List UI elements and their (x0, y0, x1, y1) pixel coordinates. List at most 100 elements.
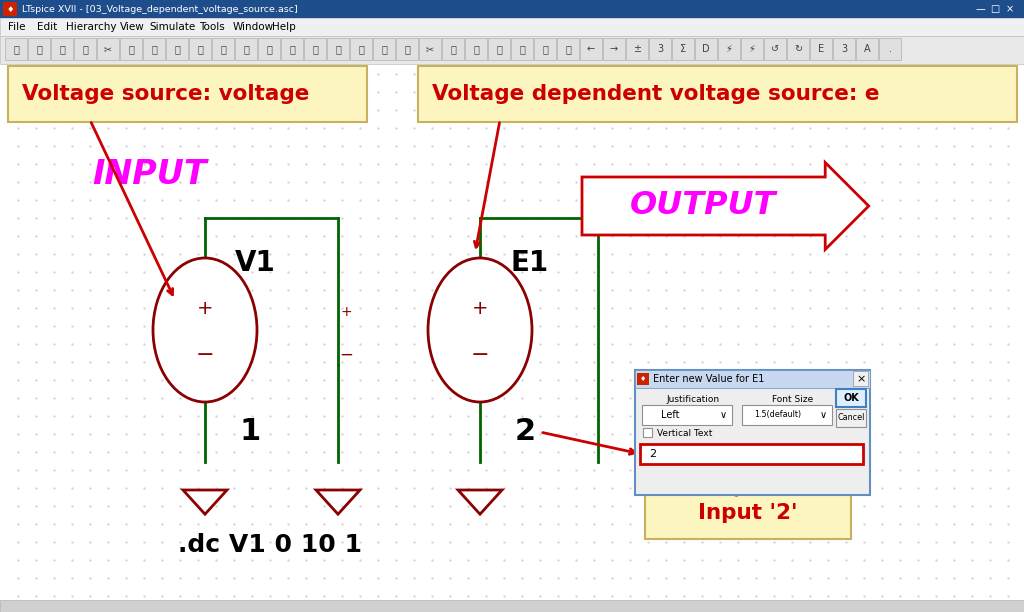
FancyBboxPatch shape (695, 38, 717, 60)
FancyBboxPatch shape (396, 38, 418, 60)
Text: 2: 2 (514, 417, 536, 447)
FancyBboxPatch shape (212, 38, 234, 60)
Text: □: □ (990, 4, 999, 14)
Text: +: + (197, 299, 213, 318)
Text: ♦: ♦ (640, 376, 646, 382)
Text: Edit: Edit (37, 22, 57, 32)
FancyBboxPatch shape (418, 66, 1017, 122)
Text: ⬜: ⬜ (289, 44, 295, 54)
Text: Justification: Justification (667, 395, 720, 405)
Text: File: File (8, 22, 26, 32)
FancyBboxPatch shape (442, 38, 464, 60)
Text: Hierarchy: Hierarchy (66, 22, 116, 32)
Text: Cancel: Cancel (838, 414, 864, 422)
Text: V1: V1 (234, 249, 275, 277)
FancyBboxPatch shape (635, 370, 870, 388)
Text: 🔍: 🔍 (174, 44, 180, 54)
Text: Enter new Value for E1: Enter new Value for E1 (653, 374, 764, 384)
FancyBboxPatch shape (649, 38, 671, 60)
FancyBboxPatch shape (787, 38, 809, 60)
Text: Help: Help (272, 22, 296, 32)
FancyBboxPatch shape (0, 18, 1024, 36)
Text: ∨: ∨ (819, 410, 826, 420)
FancyBboxPatch shape (637, 373, 649, 385)
Text: ±: ± (633, 44, 641, 54)
Text: ↺: ↺ (771, 44, 779, 54)
Text: —: — (975, 4, 985, 14)
Text: ⬜: ⬜ (312, 44, 317, 54)
FancyBboxPatch shape (304, 38, 326, 60)
Text: Voltage source: voltage: Voltage source: voltage (22, 84, 309, 104)
FancyBboxPatch shape (166, 38, 188, 60)
Text: +: + (340, 305, 352, 319)
Text: −: − (196, 345, 214, 365)
Text: 🖐: 🖐 (128, 44, 134, 54)
Ellipse shape (153, 258, 257, 402)
Text: ×: × (1006, 4, 1014, 14)
FancyBboxPatch shape (853, 371, 868, 386)
FancyBboxPatch shape (28, 38, 50, 60)
Text: 3: 3 (657, 44, 664, 54)
Text: Input '2': Input '2' (698, 503, 798, 523)
FancyBboxPatch shape (419, 38, 441, 60)
Text: LTspice XVII - [03_Voltage_dependent_voltage_source.asc]: LTspice XVII - [03_Voltage_dependent_vol… (22, 4, 298, 13)
Text: Simulate: Simulate (150, 22, 196, 32)
FancyBboxPatch shape (327, 38, 349, 60)
FancyBboxPatch shape (0, 600, 1024, 612)
Text: 1: 1 (240, 417, 261, 447)
FancyBboxPatch shape (626, 38, 648, 60)
Text: 🔴: 🔴 (13, 44, 18, 54)
FancyBboxPatch shape (810, 38, 831, 60)
FancyBboxPatch shape (582, 163, 868, 250)
FancyBboxPatch shape (143, 38, 165, 60)
Text: OK: OK (843, 393, 859, 403)
FancyBboxPatch shape (643, 428, 652, 437)
FancyBboxPatch shape (741, 38, 763, 60)
FancyBboxPatch shape (51, 38, 73, 60)
Text: 🔍: 🔍 (152, 44, 157, 54)
FancyBboxPatch shape (74, 38, 96, 60)
Text: 3: 3 (841, 44, 847, 54)
Text: OUTPUT: OUTPUT (630, 190, 776, 222)
Text: 📂: 📂 (36, 44, 42, 54)
Text: 🔍: 🔍 (197, 44, 203, 54)
Text: ∨: ∨ (720, 410, 727, 420)
FancyBboxPatch shape (97, 38, 119, 60)
Text: Left: Left (660, 410, 679, 420)
Text: 🖨: 🖨 (542, 44, 548, 54)
Text: Voltage dependent voltage source: e: Voltage dependent voltage source: e (432, 84, 880, 104)
FancyBboxPatch shape (281, 38, 303, 60)
Text: D: D (702, 44, 710, 54)
FancyBboxPatch shape (350, 38, 372, 60)
Text: View: View (121, 22, 145, 32)
Text: →: → (610, 44, 618, 54)
FancyBboxPatch shape (234, 38, 257, 60)
FancyBboxPatch shape (856, 38, 878, 60)
FancyBboxPatch shape (672, 38, 694, 60)
Text: 📄: 📄 (451, 44, 456, 54)
Ellipse shape (428, 258, 532, 402)
Text: E1: E1 (511, 249, 549, 277)
Text: −: − (471, 345, 489, 365)
FancyBboxPatch shape (836, 389, 866, 407)
Text: Vertical Text: Vertical Text (657, 428, 713, 438)
FancyBboxPatch shape (534, 38, 556, 60)
Text: Tools: Tools (199, 22, 224, 32)
Text: INPUT: INPUT (93, 159, 207, 192)
Text: ⬜: ⬜ (266, 44, 272, 54)
Text: 🖨: 🖨 (519, 44, 525, 54)
Text: ⬜: ⬜ (358, 44, 364, 54)
Text: −: − (339, 346, 353, 364)
Text: .dc V1 0 10 1: .dc V1 0 10 1 (178, 533, 362, 557)
FancyBboxPatch shape (603, 38, 625, 60)
Text: 💾: 💾 (59, 44, 65, 54)
FancyBboxPatch shape (635, 370, 870, 495)
Text: ⬜: ⬜ (335, 44, 341, 54)
Text: Window: Window (232, 22, 274, 32)
Text: ↻: ↻ (794, 44, 802, 54)
FancyBboxPatch shape (836, 409, 866, 427)
Text: ♦: ♦ (6, 4, 13, 13)
Text: ⚡: ⚡ (749, 44, 756, 54)
Text: ←: ← (587, 44, 595, 54)
FancyBboxPatch shape (189, 38, 211, 60)
